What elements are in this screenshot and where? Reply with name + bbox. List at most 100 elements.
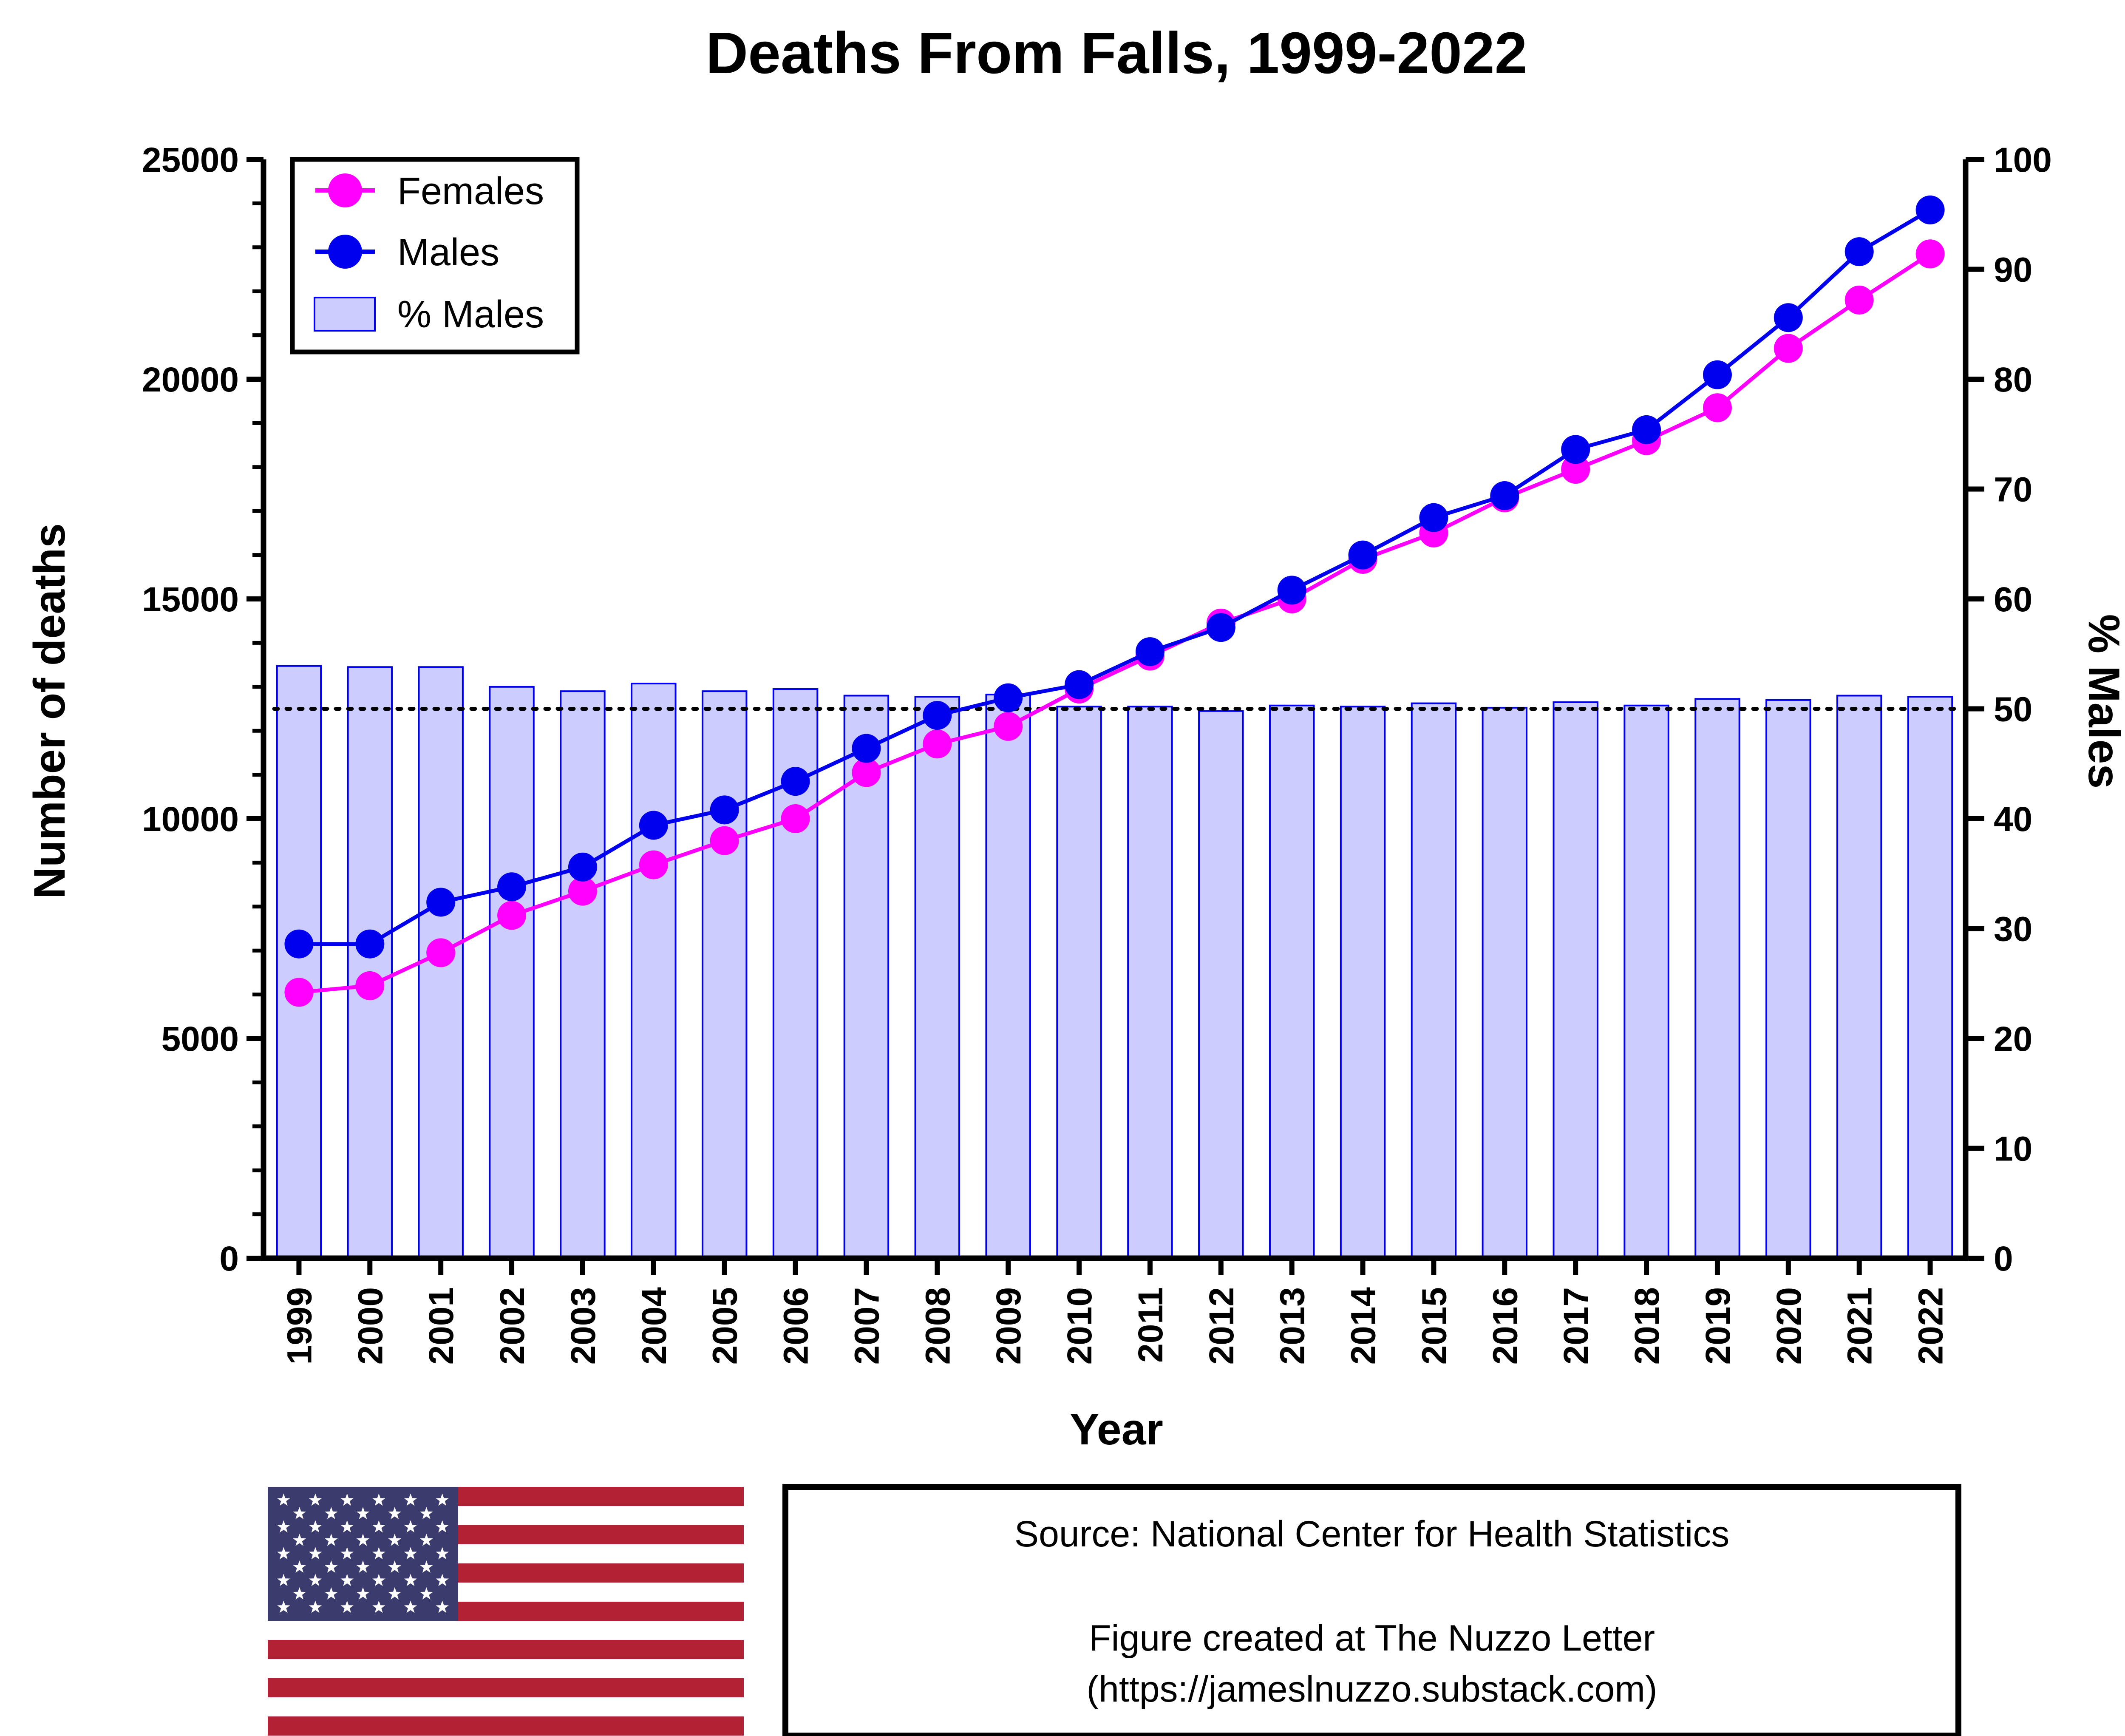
y2-tick-label-60: 60: [1994, 580, 2032, 619]
x-tick-label-2018: 2018: [1628, 1287, 1666, 1364]
bar-pct-males-2007: [843, 695, 890, 1259]
flag-star: [309, 1520, 322, 1533]
flag-star: [436, 1600, 449, 1613]
legend-label-pct-males: % Males: [397, 293, 544, 336]
x-tick-label-1999: 1999: [280, 1287, 319, 1364]
y-tick-label-15000: 15000: [142, 580, 239, 619]
x-tick-label-2020: 2020: [1770, 1287, 1808, 1364]
y-axis-label: Number of deaths: [25, 523, 74, 899]
flag-star: [388, 1560, 401, 1573]
x-tick-label-2001: 2001: [422, 1287, 461, 1364]
bar-pct-males-2003: [560, 690, 606, 1259]
x-tick-label-2006: 2006: [777, 1287, 816, 1364]
source-line: Source: National Center for Health Stati…: [1014, 1514, 1730, 1554]
bar-pct-males-2014: [1340, 706, 1386, 1259]
y2-axis-label: % Males: [2079, 614, 2125, 789]
flag-star: [372, 1600, 385, 1613]
point-males-2011: [1135, 637, 1164, 667]
flag-star: [309, 1547, 322, 1560]
flag-star: [356, 1560, 370, 1573]
point-females-2006: [781, 804, 810, 833]
y-tick-label-10000: 10000: [142, 800, 239, 839]
bar-pct-males-2022: [1907, 696, 1953, 1259]
credit-line-2: (https://jameslnuzzo.substack.com): [1086, 1669, 1657, 1710]
flag-star: [436, 1520, 449, 1533]
x-tick-label-2007: 2007: [847, 1287, 886, 1364]
flag-star: [420, 1507, 433, 1519]
bar-pct-males-2010: [1056, 706, 1102, 1259]
point-males-2020: [1774, 303, 1803, 332]
point-males-2002: [497, 872, 527, 902]
flag-star: [436, 1493, 449, 1506]
x-tick-label-2005: 2005: [706, 1287, 745, 1364]
flag-star: [372, 1493, 385, 1506]
x-axis-label: Year: [1070, 1405, 1163, 1454]
flag-star: [277, 1547, 290, 1560]
legend-marker-males: [328, 235, 362, 269]
bar-pct-males-2004: [631, 683, 677, 1259]
flag-star: [436, 1547, 449, 1560]
flag-red-stripe: [268, 1716, 744, 1736]
x-tick-label-2002: 2002: [493, 1287, 532, 1364]
flag-star: [420, 1560, 433, 1573]
flag-star: [420, 1587, 433, 1600]
bar-pct-males-2013: [1269, 704, 1315, 1259]
y2-tick-label-10: 10: [1994, 1130, 2032, 1169]
bar-pct-males-2012: [1198, 710, 1244, 1259]
y-tick-label-20000: 20000: [142, 360, 239, 399]
credit-line-1: Figure created at The Nuzzo Letter: [1089, 1618, 1655, 1659]
point-males-2005: [710, 795, 739, 825]
flag-star: [325, 1534, 338, 1546]
x-tick-label-2008: 2008: [918, 1287, 957, 1364]
chart-title: Deaths From Falls, 1999-2022: [706, 20, 1527, 86]
point-males-2008: [923, 701, 952, 730]
point-females-2020: [1774, 334, 1803, 363]
bar-pct-males-2015: [1411, 702, 1457, 1259]
x-tick-label-2003: 2003: [564, 1287, 603, 1364]
flag-star: [277, 1574, 290, 1586]
flag-star: [293, 1560, 306, 1573]
point-females-2002: [497, 901, 527, 930]
point-females-2019: [1703, 393, 1732, 423]
flag-star: [388, 1507, 401, 1519]
flag-star: [293, 1507, 306, 1519]
flag-star: [325, 1560, 338, 1573]
point-females-2008: [923, 729, 952, 759]
flag-red-stripe: [268, 1640, 744, 1659]
point-males-2012: [1206, 613, 1235, 642]
flag-star: [356, 1587, 370, 1600]
point-females-2004: [639, 850, 668, 879]
legend: Females Males % Males: [290, 157, 580, 355]
flag-star: [404, 1574, 417, 1586]
legend-label-males: Males: [397, 231, 499, 274]
flag-star: [356, 1534, 370, 1546]
point-females-2003: [568, 877, 597, 906]
flag-star: [404, 1493, 417, 1506]
flag-star: [404, 1600, 417, 1613]
x-tick-label-2021: 2021: [1841, 1287, 1879, 1364]
flag-star: [404, 1547, 417, 1560]
bar-pct-males-2018: [1624, 704, 1669, 1259]
legend-marker-females: [328, 173, 362, 207]
bar-pct-males-2008: [914, 696, 960, 1259]
y2-tick-label-0: 0: [1994, 1240, 2013, 1278]
flag-star: [372, 1574, 385, 1586]
point-females-2000: [355, 971, 385, 1000]
point-males-2017: [1561, 435, 1590, 464]
point-females-2022: [1915, 239, 1945, 269]
bar-pct-males-2019: [1694, 698, 1740, 1259]
bar-pct-males-2002: [489, 686, 535, 1259]
y2-tick-label-30: 30: [1994, 910, 2032, 949]
flag-star: [340, 1547, 354, 1560]
y2-tick-label-70: 70: [1994, 471, 2032, 509]
point-females-2005: [710, 826, 739, 855]
flag-star: [372, 1547, 385, 1560]
flag-star: [420, 1534, 433, 1546]
x-tick-label-2019: 2019: [1699, 1287, 1737, 1364]
flag-star: [388, 1587, 401, 1600]
bar-pct-males-2021: [1836, 695, 1882, 1259]
y2-tick-label-100: 100: [1994, 141, 2052, 179]
x-tick-label-2004: 2004: [635, 1287, 674, 1365]
x-tick-label-2022: 2022: [1912, 1287, 1950, 1364]
